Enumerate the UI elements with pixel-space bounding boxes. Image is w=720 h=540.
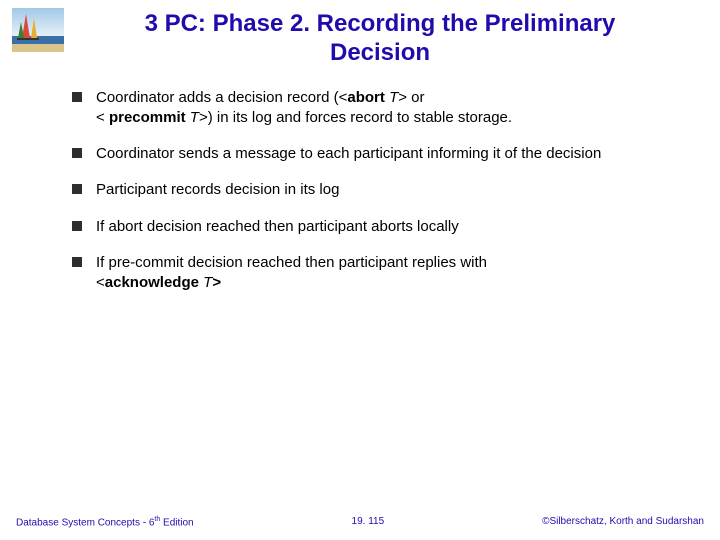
bullet-marker-icon: [72, 184, 82, 194]
text-segment: abort: [347, 89, 389, 106]
text-segment: >: [212, 274, 221, 291]
footer-left: Database System Concepts - 6th Edition: [16, 516, 194, 528]
text-segment: > or: [398, 89, 424, 106]
bullet-item: Coordinator adds a decision record (<abo…: [72, 88, 680, 129]
bullet-marker-icon: [72, 257, 82, 267]
content-area: Coordinator adds a decision record (<abo…: [0, 88, 720, 294]
footer: Database System Concepts - 6th Edition 1…: [0, 516, 720, 528]
text-segment: T: [389, 89, 398, 106]
bullet-item: Coordinator sends a message to each part…: [72, 144, 680, 164]
text-segment: <: [96, 109, 109, 126]
text-segment: Participant records decision in its log: [96, 181, 339, 198]
footer-left-text: Database System Concepts - 6: [16, 517, 154, 528]
bullet-text: If pre-commit decision reached then part…: [96, 253, 680, 294]
footer-center: 19. 115: [352, 516, 385, 528]
text-segment: >) in its log and forces record to stabl…: [199, 109, 512, 126]
title-line-1: 3 PC: Phase 2. Recording the Preliminary: [145, 10, 616, 37]
bullet-item: If abort decision reached then participa…: [72, 217, 680, 237]
footer-left-after: Edition: [160, 517, 193, 528]
text-segment: Coordinator sends a message to each part…: [96, 145, 601, 162]
bullet-item: If pre-commit decision reached then part…: [72, 253, 680, 294]
text-segment: T: [190, 109, 199, 126]
slide-container: 3 PC: Phase 2. Recording the Preliminary…: [0, 0, 720, 540]
bullet-marker-icon: [72, 221, 82, 231]
text-segment: If pre-commit decision reached then part…: [96, 254, 487, 271]
bullet-text: If abort decision reached then participa…: [96, 217, 680, 237]
text-segment: Coordinator adds a decision record (<: [96, 89, 347, 106]
text-segment: T: [203, 274, 212, 291]
bullet-text: Participant records decision in its log: [96, 180, 680, 200]
bullet-text: Coordinator adds a decision record (<abo…: [96, 88, 680, 129]
bullet-item: Participant records decision in its log: [72, 180, 680, 200]
text-segment: precommit: [109, 109, 190, 126]
footer-right: ©Silberschatz, Korth and Sudarshan: [542, 516, 704, 528]
bullet-text: Coordinator sends a message to each part…: [96, 144, 680, 164]
text-segment: <: [96, 274, 105, 291]
bullet-marker-icon: [72, 148, 82, 158]
slide-title: 3 PC: Phase 2. Recording the Preliminary…: [0, 0, 720, 68]
bullet-marker-icon: [72, 92, 82, 102]
logo-image: [12, 8, 64, 52]
title-line-2: Decision: [330, 39, 430, 66]
text-segment: If abort decision reached then participa…: [96, 218, 459, 235]
text-segment: acknowledge: [105, 274, 203, 291]
